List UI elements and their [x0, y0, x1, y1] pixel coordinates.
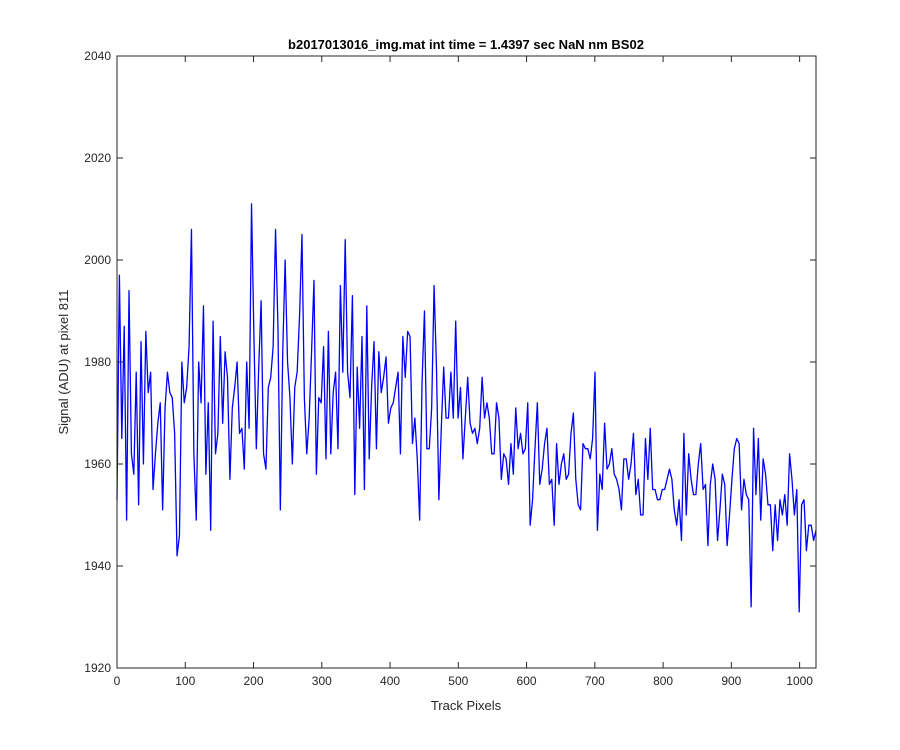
x-tick-label: 1000	[786, 674, 813, 688]
x-tick-label: 100	[175, 674, 195, 688]
x-tick-label: 800	[653, 674, 673, 688]
y-tick-label: 2020	[84, 151, 111, 165]
x-tick-label: 500	[448, 674, 468, 688]
y-tick-label: 2040	[84, 49, 111, 63]
x-axis-label: Track Pixels	[431, 698, 502, 713]
x-tick-label: 600	[517, 674, 537, 688]
plot-area	[117, 56, 816, 668]
series-layer	[116, 203, 817, 613]
x-tick-label: 200	[244, 674, 264, 688]
x-tick-label: 300	[312, 674, 332, 688]
chart-title: b2017013016_img.mat int time = 1.4397 se…	[288, 37, 644, 52]
y-axis-label: Signal (ADU) at pixel 811	[56, 290, 71, 435]
y-tick-label: 1940	[84, 559, 111, 573]
y-tick-label: 2000	[84, 253, 111, 267]
series-line-0	[116, 203, 817, 613]
x-axis-ticks: 0 100 200 300 400 500 600 700 800 900 1000	[114, 56, 813, 688]
y-axis-ticks: 1920 1940 1960 1980 2000 2020 2040	[84, 49, 816, 675]
x-tick-label: 0	[114, 674, 121, 688]
y-tick-label: 1980	[84, 355, 111, 369]
x-tick-label: 900	[721, 674, 741, 688]
y-tick-label: 1960	[84, 457, 111, 471]
y-tick-label: 1920	[84, 661, 111, 675]
x-tick-label: 700	[585, 674, 605, 688]
x-tick-label: 400	[380, 674, 400, 688]
